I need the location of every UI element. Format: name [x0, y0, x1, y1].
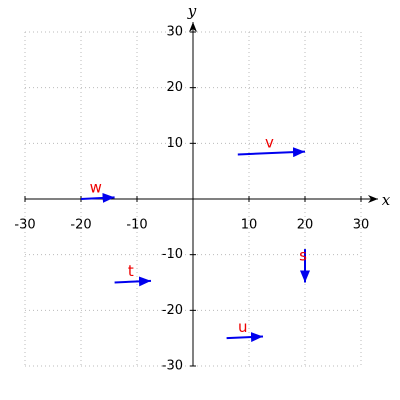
- vector-label: t: [128, 262, 134, 280]
- y-tick-label: -10: [162, 247, 183, 262]
- y-tick-label: -30: [162, 359, 183, 374]
- x-tick-label: -10: [126, 218, 147, 233]
- vector-label: s: [299, 246, 307, 264]
- y-tick-label: 10: [166, 136, 183, 151]
- vector-arrow: [114, 276, 152, 287]
- y-tick-label: -20: [162, 303, 183, 318]
- vector-label: u: [238, 318, 248, 336]
- vector-label: w: [90, 179, 102, 197]
- x-tick-label: -20: [70, 218, 91, 233]
- y-axis-label: y: [187, 2, 197, 20]
- y-tick-label: 20: [166, 80, 183, 95]
- x-tick-label: 20: [297, 218, 314, 233]
- y-tick-label: 30: [166, 25, 183, 40]
- vector-arrow: [226, 332, 264, 343]
- x-axis-label: x: [382, 191, 391, 209]
- x-tick-label: 30: [353, 218, 370, 233]
- vector-label: v: [265, 134, 274, 152]
- x-tick-label: -30: [14, 218, 35, 233]
- x-tick-label: 10: [241, 218, 258, 233]
- vector-arrow: [80, 192, 115, 203]
- vector-arrow: [237, 147, 306, 158]
